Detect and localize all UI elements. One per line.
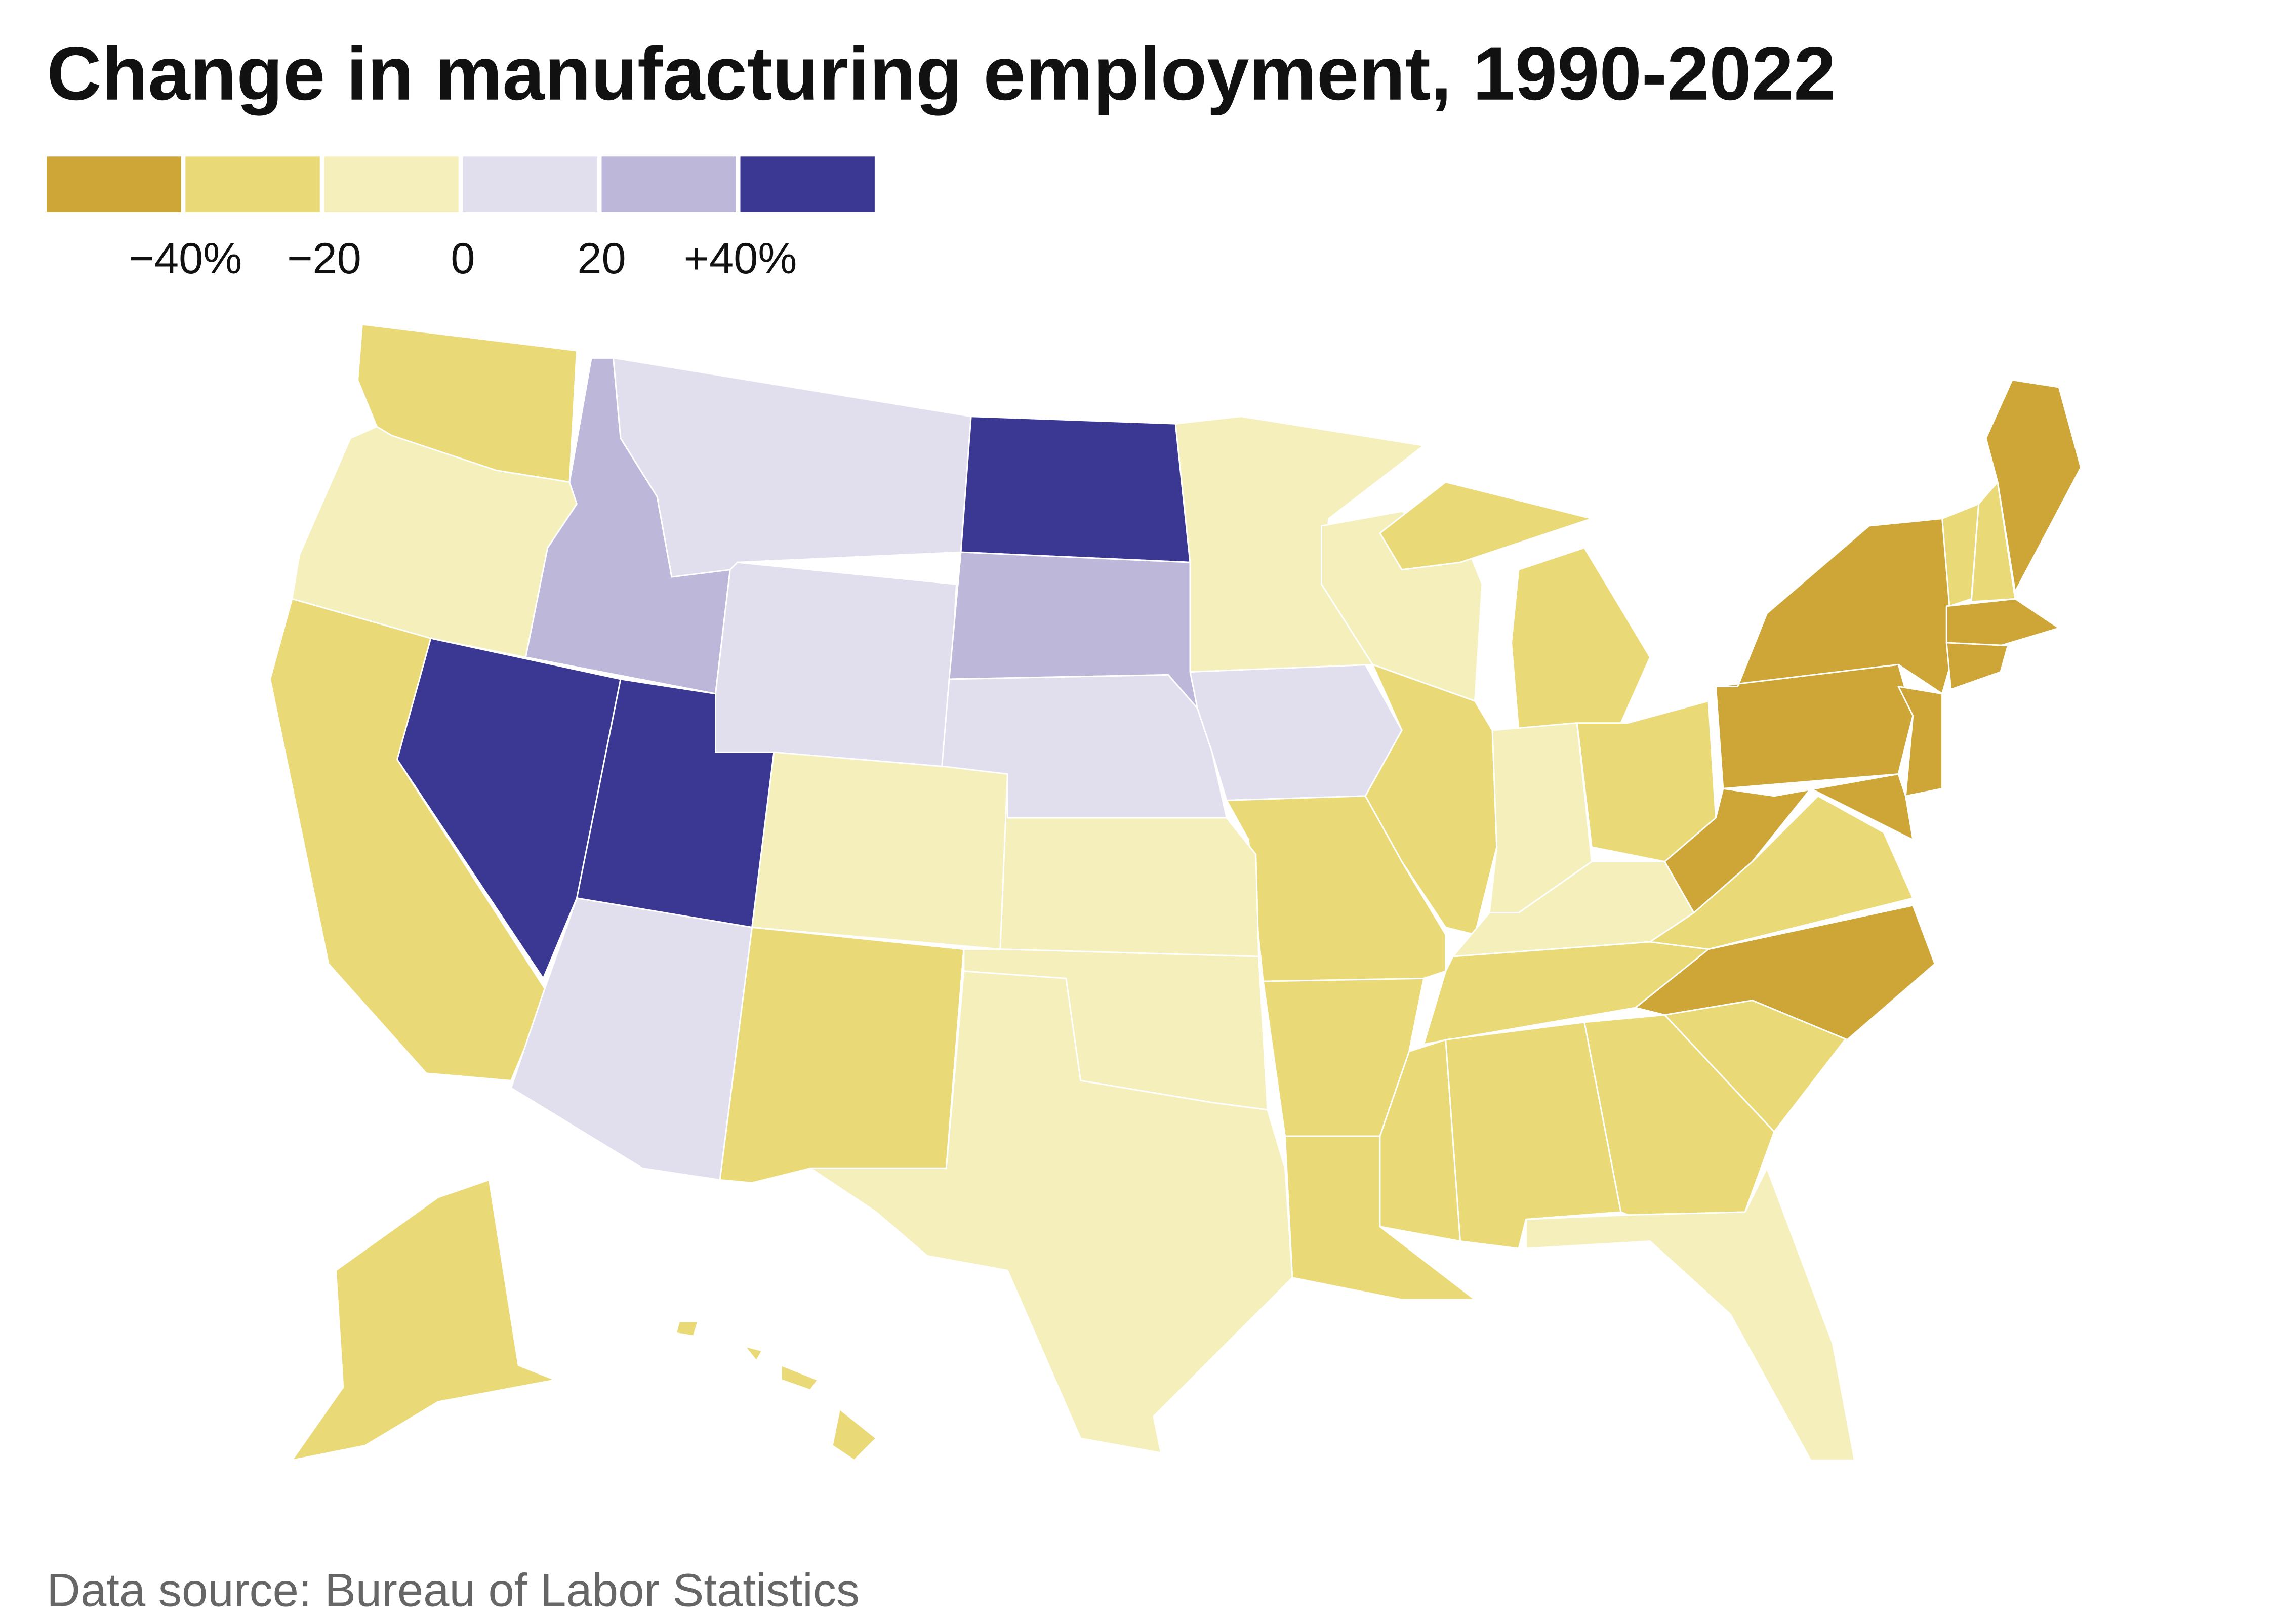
state-mi[interactable] [1379,481,1593,571]
state-hi[interactable] [831,1408,877,1461]
legend-swatch [185,156,320,212]
legend: −40% −20 0 20 +40% [47,156,875,283]
state-hi[interactable] [675,1320,699,1337]
state-nd[interactable] [960,415,1191,563]
page-title: Change in manufacturing employment, 1990… [47,31,1836,116]
legend-swatch [324,156,459,212]
states-layer [269,323,2082,1461]
state-ny[interactable] [1715,518,1958,695]
legend-tick-label: 0 [451,234,475,283]
state-nv[interactable] [396,637,622,979]
legend-tick-label: −20 [287,234,361,283]
state-ma[interactable] [1945,598,2060,647]
legend-tick-label: +40% [684,234,797,283]
state-tx[interactable] [809,970,1293,1454]
state-md[interactable] [1773,773,1914,841]
legend-swatch [740,156,875,212]
legend-tick-label: 20 [577,234,626,283]
state-hi[interactable] [780,1364,819,1391]
legend-swatch [601,156,736,212]
state-nm[interactable] [719,926,965,1184]
state-va[interactable] [1649,795,1914,950]
state-me[interactable] [1985,379,2082,593]
state-co[interactable] [751,751,1008,950]
state-nj[interactable] [1897,685,1943,797]
state-wy[interactable] [715,561,957,768]
legend-swatch [463,156,597,212]
state-hi[interactable] [744,1345,763,1362]
state-ak[interactable] [291,1179,629,1461]
legend-swatch [47,156,181,212]
state-ct[interactable] [1945,642,2009,690]
state-nc[interactable] [1635,904,1936,1040]
legend-tick-label: −40% [129,234,242,283]
data-source: Data source: Bureau of Labor Statistics [47,1564,860,1616]
state-fl[interactable] [1525,1167,1855,1461]
state-mt[interactable] [613,357,972,578]
state-mi[interactable] [1511,547,1651,731]
state-ia[interactable] [1189,663,1403,801]
